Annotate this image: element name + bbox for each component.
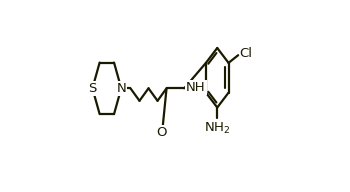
Text: S: S — [88, 82, 97, 95]
Text: O: O — [157, 126, 167, 139]
Text: NH: NH — [186, 81, 206, 94]
Text: N: N — [116, 82, 126, 95]
Text: NH$_2$: NH$_2$ — [204, 121, 230, 136]
Text: Cl: Cl — [239, 47, 252, 60]
